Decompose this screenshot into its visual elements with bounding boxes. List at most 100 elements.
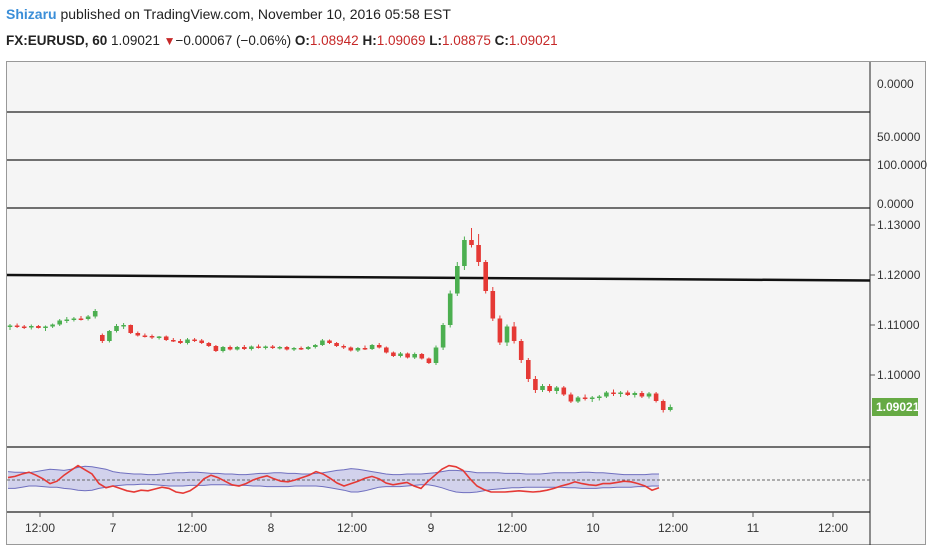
candle[interactable] — [185, 339, 190, 344]
candle[interactable] — [653, 393, 659, 402]
candle[interactable] — [455, 266, 460, 294]
candle[interactable] — [100, 335, 105, 341]
candle[interactable] — [121, 325, 126, 327]
close-label: C: — [494, 33, 509, 48]
candle[interactable] — [632, 393, 638, 395]
candle[interactable] — [313, 345, 318, 347]
candle[interactable] — [646, 393, 652, 397]
candle[interactable] — [142, 335, 148, 338]
candle[interactable] — [242, 347, 247, 349]
candle[interactable] — [171, 340, 176, 342]
candle[interactable] — [639, 393, 645, 397]
candle[interactable] — [234, 347, 240, 350]
candle[interactable] — [29, 326, 34, 328]
candle[interactable] — [611, 392, 616, 395]
candle[interactable] — [412, 354, 417, 358]
candle[interactable] — [533, 379, 538, 390]
candle[interactable] — [327, 340, 332, 344]
candle[interactable] — [256, 346, 261, 349]
candle[interactable] — [483, 262, 488, 291]
candle[interactable] — [348, 347, 354, 351]
candle[interactable] — [284, 347, 290, 350]
candle[interactable] — [163, 336, 169, 341]
candle[interactable] — [518, 341, 524, 360]
candle[interactable] — [305, 347, 311, 349]
candle[interactable] — [568, 394, 574, 402]
trendline[interactable] — [6, 273, 871, 282]
candle[interactable] — [540, 386, 545, 390]
candle[interactable] — [369, 345, 375, 349]
candle[interactable] — [469, 240, 474, 245]
candle[interactable] — [71, 318, 77, 321]
candle[interactable] — [149, 336, 155, 338]
candle[interactable] — [192, 339, 197, 342]
candle[interactable] — [213, 346, 219, 351]
candle[interactable] — [7, 325, 13, 328]
candle[interactable] — [220, 347, 226, 351]
candle[interactable] — [405, 353, 410, 358]
candle[interactable] — [291, 348, 297, 350]
candle[interactable] — [462, 240, 467, 266]
candle[interactable] — [490, 291, 496, 319]
candle[interactable] — [43, 326, 48, 329]
candle[interactable] — [36, 326, 41, 328]
candle[interactable] — [298, 348, 304, 350]
candle[interactable] — [114, 326, 119, 331]
candle[interactable] — [362, 348, 368, 350]
candle[interactable] — [384, 347, 389, 353]
candle[interactable] — [660, 401, 666, 410]
candle[interactable] — [341, 346, 346, 348]
candle[interactable] — [668, 407, 673, 410]
candle[interactable] — [156, 336, 162, 339]
candle[interactable] — [604, 392, 609, 397]
candle[interactable] — [78, 318, 84, 321]
candle[interactable] — [526, 360, 531, 379]
candle[interactable] — [561, 387, 567, 395]
symbol-interval[interactable]: FX:EURUSD, 60 — [6, 33, 108, 48]
candle[interactable] — [433, 347, 439, 364]
candle[interactable] — [270, 346, 275, 349]
candle[interactable] — [440, 325, 446, 348]
candle[interactable] — [263, 346, 268, 349]
candle[interactable] — [504, 326, 510, 343]
candle[interactable] — [355, 348, 361, 351]
candle[interactable] — [447, 293, 453, 326]
candle[interactable] — [107, 331, 112, 341]
candle[interactable] — [50, 324, 55, 327]
candle[interactable] — [554, 387, 559, 392]
candle[interactable] — [85, 316, 91, 320]
candle[interactable] — [92, 311, 98, 317]
candle[interactable] — [376, 345, 382, 348]
candle[interactable] — [227, 347, 233, 350]
candle[interactable] — [334, 343, 339, 346]
candle[interactable] — [178, 341, 183, 343]
candle[interactable] — [547, 386, 552, 391]
candle[interactable] — [128, 325, 133, 333]
candle[interactable] — [21, 326, 27, 329]
candle[interactable] — [14, 325, 20, 328]
candle[interactable] — [398, 353, 403, 357]
candle[interactable] — [249, 346, 254, 350]
candle[interactable] — [618, 392, 623, 395]
candle[interactable] — [497, 318, 503, 343]
candle[interactable] — [476, 245, 481, 262]
candle[interactable] — [391, 352, 396, 357]
candle[interactable] — [277, 347, 283, 349]
candle[interactable] — [597, 396, 602, 399]
candle[interactable] — [135, 333, 141, 336]
candle[interactable] — [206, 343, 212, 346]
candle[interactable] — [582, 397, 588, 400]
candle[interactable] — [426, 358, 432, 364]
candle[interactable] — [589, 397, 595, 400]
candle[interactable] — [57, 320, 62, 325]
candle[interactable] — [419, 354, 425, 359]
candle[interactable] — [64, 319, 70, 322]
candle[interactable] — [320, 340, 325, 346]
author-link[interactable]: Shizaru — [6, 6, 57, 22]
chart-frame[interactable] — [6, 61, 926, 545]
candle[interactable] — [199, 340, 204, 344]
candle[interactable] — [575, 397, 581, 402]
candle[interactable] — [625, 392, 630, 396]
candle[interactable] — [511, 326, 517, 342]
